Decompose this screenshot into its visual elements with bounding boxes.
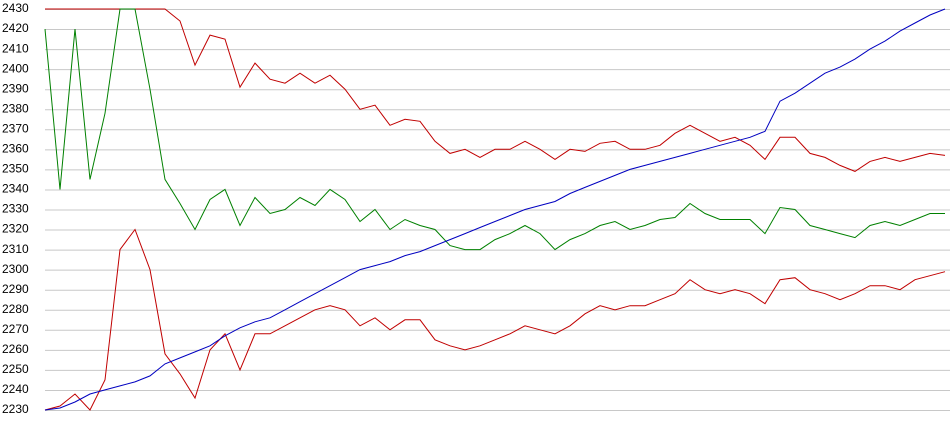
y-tick-label: 2420: [2, 21, 29, 35]
y-tick-label: 2290: [2, 282, 29, 296]
y-tick-label: 2260: [2, 342, 29, 356]
series-line: [44, 228, 946, 411]
y-tick-label: 2280: [2, 302, 29, 316]
y-tick-label: 2370: [2, 121, 29, 135]
y-tick-label: 2430: [2, 1, 29, 15]
y-tick-label: 2240: [2, 382, 29, 396]
series-line: [44, 8, 945, 251]
y-tick-label: 2360: [2, 142, 29, 156]
y-tick-label: 2400: [2, 61, 29, 75]
y-tick-label: 2390: [2, 81, 29, 95]
y-tick-label: 2250: [2, 362, 29, 376]
y-tick-label: 2230: [2, 402, 29, 416]
y-tick-label: 2330: [2, 202, 29, 216]
y-tick-label: 2270: [2, 322, 29, 336]
series-line: [44, 8, 946, 411]
y-tick-label: 2410: [2, 41, 29, 55]
y-tick-label: 2310: [2, 242, 29, 256]
y-tick-label: 2340: [2, 182, 29, 196]
y-tick-label: 2380: [2, 101, 29, 115]
series-line: [45, 8, 946, 172]
y-tick-label: 2320: [2, 222, 29, 236]
y-tick-label: 2350: [2, 162, 29, 176]
y-tick-label: 2300: [2, 262, 29, 276]
